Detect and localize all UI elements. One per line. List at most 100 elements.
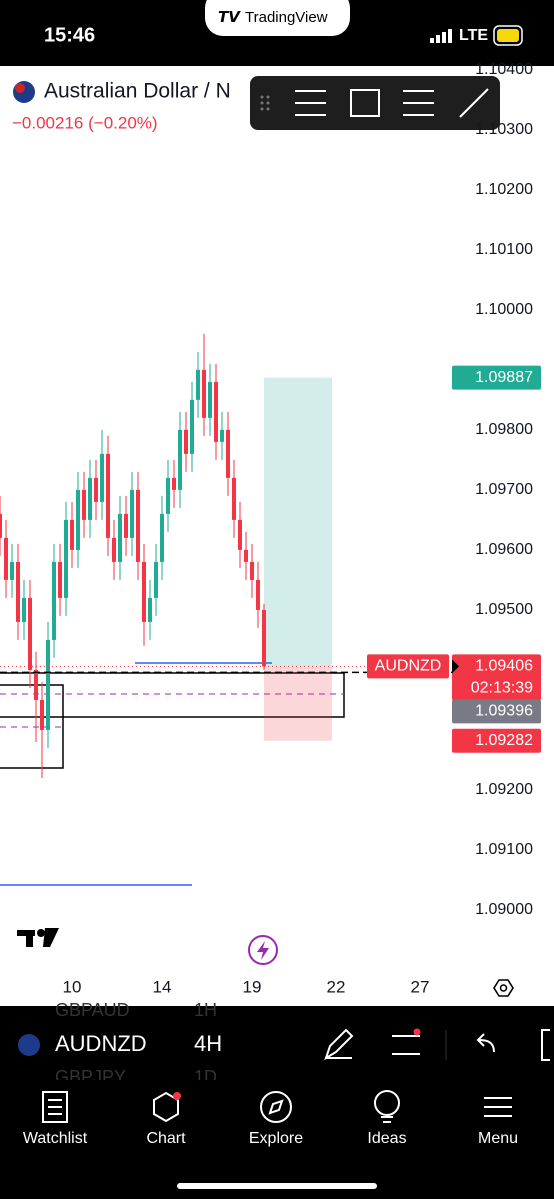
candle-body	[208, 381, 212, 418]
symbol-tag-bg	[367, 654, 449, 679]
settings-button[interactable]	[493, 979, 514, 997]
battery-level	[497, 29, 519, 42]
line-price-label: 1.09396	[475, 703, 533, 720]
stop-label-bg	[452, 728, 541, 753]
nav-item[interactable]: Chart	[146, 1130, 186, 1147]
countdown: 02:13:39	[471, 680, 533, 697]
symbol[interactable]: AUDNZD	[55, 1031, 147, 1056]
settings-icon	[499, 984, 508, 992]
flag-icon	[13, 81, 35, 103]
position-stop	[264, 666, 332, 741]
undo-button[interactable]	[476, 1033, 495, 1053]
candle-body	[76, 489, 80, 550]
interval[interactable]: 4H	[194, 1031, 222, 1056]
candle-body	[4, 537, 8, 580]
candle-body	[34, 669, 38, 700]
candle-body	[262, 609, 266, 667]
home-indicator	[177, 1183, 377, 1189]
candle-body	[0, 513, 2, 538]
y-tick-label: 1.09500	[475, 601, 533, 618]
candle-body	[178, 429, 182, 490]
x-tick-label: 14	[153, 977, 172, 996]
y-tick-label: 1.10300	[475, 121, 533, 138]
toolbar-icons	[260, 88, 489, 118]
candle-body	[94, 477, 98, 502]
tv-logo	[17, 928, 59, 947]
tool-fib[interactable]	[295, 90, 326, 116]
candle-body	[118, 513, 122, 562]
candle-body	[172, 477, 176, 490]
draw-button[interactable]	[324, 1028, 354, 1061]
candle-body	[166, 477, 170, 514]
nav-item[interactable]: Ideas	[367, 1130, 406, 1147]
line-price-label-bg	[452, 699, 541, 724]
y-tick-label: 1.09700	[475, 481, 533, 498]
nav-item[interactable]: Menu	[478, 1130, 518, 1147]
tool-trendline[interactable]	[459, 88, 489, 118]
candle-body	[64, 519, 68, 598]
candle-body	[136, 489, 140, 562]
y-tick-label: 1.09200	[475, 781, 533, 798]
candle-body	[148, 597, 152, 622]
badge	[413, 1028, 421, 1036]
target-label-bg	[452, 365, 541, 390]
lightning-icon	[257, 941, 269, 960]
ghost-interval: 1H	[194, 1000, 217, 1020]
candle-body	[82, 489, 86, 520]
more-button[interactable]	[541, 1029, 550, 1061]
chart-area	[0, 66, 554, 1008]
candle-body	[226, 429, 230, 478]
nav-item[interactable]: Watchlist	[23, 1130, 88, 1147]
symbol-bar	[0, 1006, 554, 1080]
candle-body	[190, 399, 194, 454]
candle-body	[196, 369, 200, 400]
candle-body	[22, 597, 26, 622]
candle-body	[88, 477, 92, 520]
badge	[173, 1092, 181, 1100]
y-tick-label: 1.10400	[475, 61, 533, 78]
candle-body	[28, 597, 32, 670]
last-price-bg	[452, 654, 541, 701]
app-pill	[205, 0, 350, 36]
candle-body	[106, 453, 110, 538]
nav-icons	[42, 1090, 512, 1123]
candle-body	[250, 561, 254, 580]
indicators-button[interactable]	[392, 1035, 420, 1055]
candle-body	[16, 561, 20, 622]
candle-body	[112, 537, 116, 562]
battery	[493, 25, 523, 46]
candle-body	[232, 477, 236, 520]
candle-body	[220, 429, 224, 442]
lightning-button[interactable]	[248, 935, 278, 965]
y-tick-label: 1.10200	[475, 181, 533, 198]
candle-body	[58, 561, 62, 598]
x-tick-label: 22	[327, 977, 346, 996]
app-logo: 𝙏𝙑	[218, 9, 241, 26]
candle-body	[100, 453, 104, 502]
instrument-title: Australian Dollar / N	[44, 80, 231, 103]
candle-body	[244, 549, 248, 562]
candle-body	[130, 489, 134, 538]
price-change: −0.00216 (−0.20%)	[12, 113, 158, 132]
candle-body	[124, 513, 128, 538]
drawn-rect	[0, 684, 64, 769]
ghost-symbol: GBPAUD	[55, 1000, 130, 1020]
candle-body	[52, 561, 56, 640]
last-price-label: 1.09406	[475, 658, 533, 675]
x-tick-label: 27	[411, 977, 430, 996]
candle-body	[70, 519, 74, 550]
stop-label: 1.09282	[475, 732, 533, 749]
nav-item[interactable]: Explore	[249, 1130, 303, 1147]
x-tick-label: 19	[243, 977, 262, 996]
candle-body	[256, 579, 260, 610]
candle-body	[202, 369, 206, 418]
candle-body	[160, 513, 164, 562]
tool-rect[interactable]	[350, 89, 380, 117]
tool-channel[interactable]	[403, 90, 434, 116]
y-tick-label: 1.10100	[475, 241, 533, 258]
signal	[430, 29, 452, 43]
flag-icon	[15, 83, 25, 93]
flag-icon	[18, 1034, 40, 1056]
